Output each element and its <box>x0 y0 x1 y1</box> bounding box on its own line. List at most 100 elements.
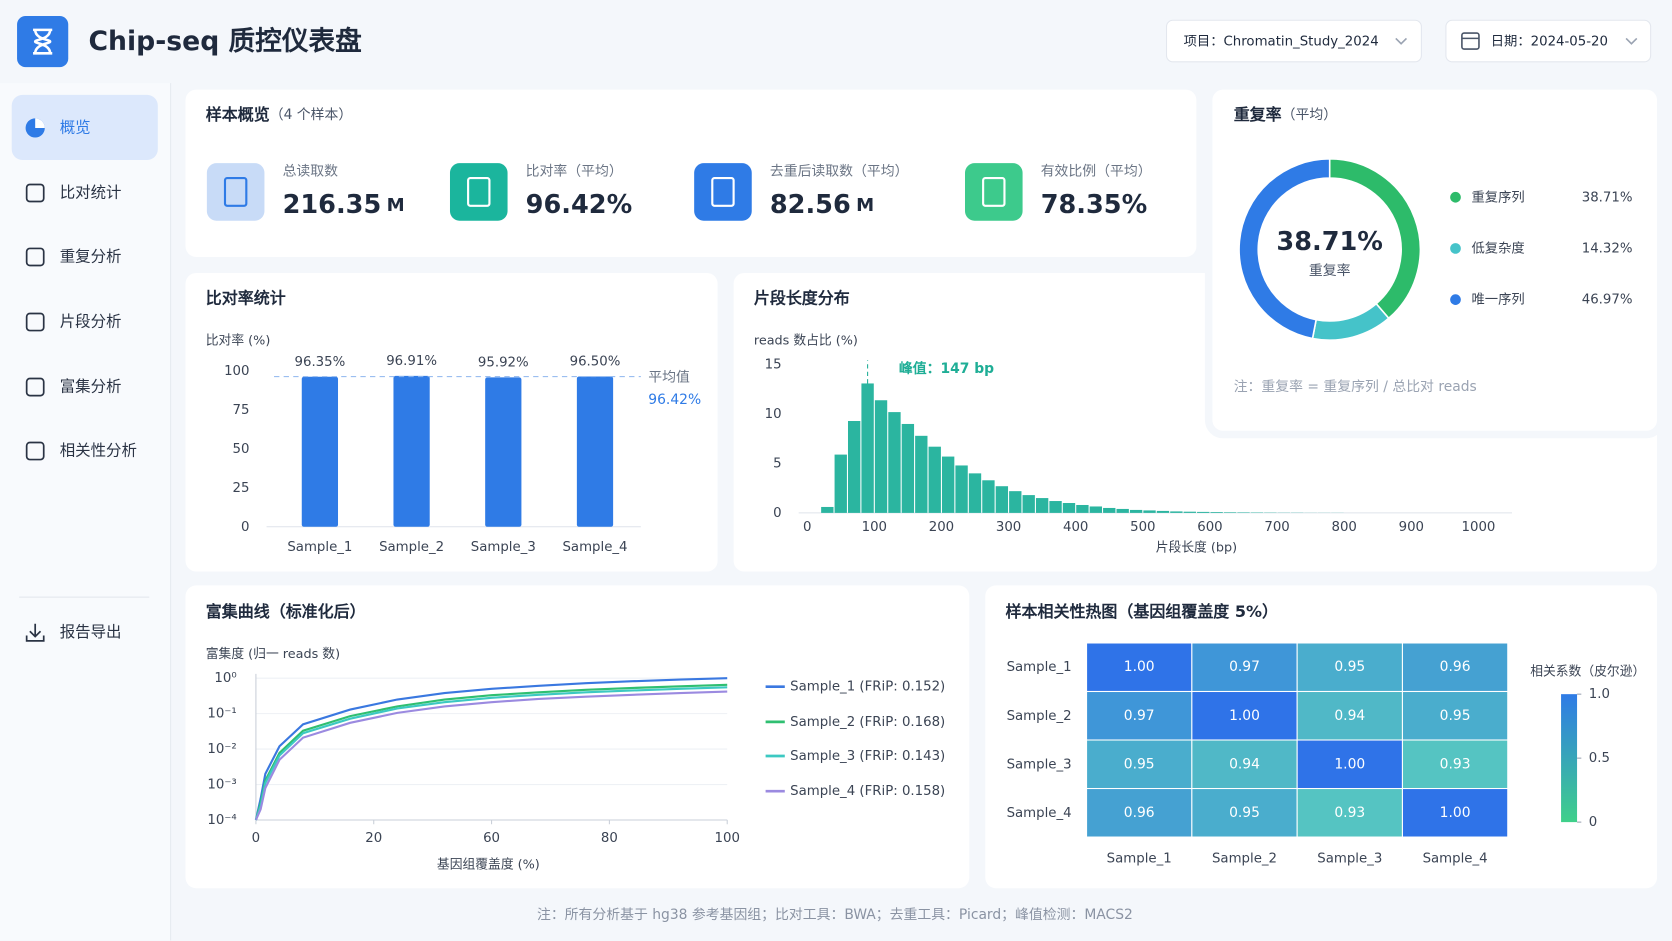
value-label: 96.50% <box>570 355 621 370</box>
value-label: 96.35% <box>295 355 346 370</box>
legend-label: Sample_1 (FRiP: 0.152) <box>790 680 945 695</box>
kpi-number: 78.35% <box>1041 190 1148 220</box>
nav-item[interactable]: 概览 <box>25 118 91 138</box>
histogram-bar <box>1035 498 1049 513</box>
y-tick-label: 100 <box>224 364 249 379</box>
logo <box>17 15 69 68</box>
legend-swatch <box>1450 243 1461 254</box>
histogram-bar <box>1197 511 1210 513</box>
footer-note: 注：所有分析基于 hg38 参考基因组；比对工具：BWA；去重工具：Picard… <box>537 906 1133 923</box>
legend-swatch <box>1450 294 1461 305</box>
column-label: Sample_4 <box>1423 851 1488 866</box>
nav-icon <box>25 377 45 397</box>
colorbar-tick-label: 1.0 <box>1589 687 1610 702</box>
x-tick-label: 800 <box>1331 520 1356 535</box>
cell-label: 1.00 <box>1124 659 1155 675</box>
x-tick-label: 500 <box>1130 520 1155 535</box>
heatmap-cell <box>1086 642 1193 693</box>
x-tick-label: Sample_2 <box>379 540 444 555</box>
reference-value: 96.42% <box>648 392 701 408</box>
card-title: 样本概览（4 个样本） <box>206 105 352 124</box>
x-axis-label: 片段长度 (bp) <box>1156 540 1237 556</box>
kpi-number: 82.56 <box>770 190 851 220</box>
x-tick-label: 60 <box>483 831 500 846</box>
cell-label: 0.95 <box>1124 756 1155 772</box>
legend-swatch <box>1450 191 1461 203</box>
heatmap-cell <box>1191 642 1298 693</box>
y-tick-label: 10⁻² <box>207 742 236 757</box>
kpi-unit: M <box>387 195 405 216</box>
nav-item[interactable]: 富集分析 <box>25 377 122 397</box>
card-title-main: 样本相关性热图（基因组覆盖度 5%） <box>1006 602 1278 621</box>
legend-value: 46.97% <box>1582 293 1633 308</box>
x-tick-label: 100 <box>715 831 740 846</box>
row-label: Sample_3 <box>1007 757 1072 772</box>
x-tick-label: 80 <box>601 831 618 846</box>
app-title: Chip-seq 质控仪表盘 <box>89 26 362 57</box>
card-subtitle: （平均） <box>1282 107 1337 123</box>
kpi-icon-glyph <box>982 177 1006 207</box>
kpi-number: 96.42% <box>526 190 633 220</box>
value-label: 96.91% <box>386 354 437 369</box>
nav-item[interactable]: 重复分析 <box>25 247 122 267</box>
heatmap-cell <box>1191 690 1298 741</box>
y-tick-label: 10⁻¹ <box>207 707 236 722</box>
donut-center-label: 重复率 <box>1309 262 1351 279</box>
x-tick-label: 700 <box>1264 520 1289 535</box>
histogram-bar <box>888 412 901 513</box>
x-tick-label: 400 <box>1063 520 1088 535</box>
nav-label: 比对统计 <box>60 184 122 202</box>
histogram-bar <box>1049 501 1062 513</box>
card <box>185 89 1197 257</box>
histogram-bar <box>901 423 915 513</box>
kpi-value: 216.35 M <box>283 190 405 220</box>
kpi-label: 去重后读取数（平均） <box>770 164 909 180</box>
heatmap-cell <box>1401 642 1509 693</box>
nav-icon <box>25 312 45 332</box>
card-title-main: 样本概览 <box>206 105 270 124</box>
cell-label: 0.95 <box>1229 805 1260 821</box>
cell-label: 1.00 <box>1440 805 1471 821</box>
card-subtitle: （4 个样本） <box>270 107 353 123</box>
x-tick-label: Sample_1 <box>287 540 352 555</box>
cell-label: 0.95 <box>1334 659 1365 675</box>
heatmap-cell <box>1191 739 1298 790</box>
y-tick-label: 5 <box>773 456 781 471</box>
cell-label: 0.93 <box>1334 805 1365 821</box>
chevron <box>1395 37 1408 45</box>
kpi-unit: M <box>856 195 874 216</box>
column-label: Sample_1 <box>1107 851 1172 866</box>
series-line <box>254 686 728 821</box>
x-tick-label: 300 <box>996 520 1021 535</box>
legend-label: Sample_3 (FRiP: 0.143) <box>790 749 945 764</box>
y-tick-label: 75 <box>233 403 250 418</box>
donut-slice <box>1238 158 1331 340</box>
row-label: Sample_1 <box>1007 660 1072 675</box>
kpi-label: 总读取数 <box>283 164 339 180</box>
card-title: 样本相关性热图（基因组覆盖度 5%） <box>1006 602 1278 621</box>
colorbar-tick-label: 0 <box>1589 815 1597 830</box>
export-icon <box>25 623 45 642</box>
date-select[interactable] <box>1445 19 1652 63</box>
kpi-value: 82.56 M <box>770 190 874 220</box>
date-text: 日期：2024-05-20 <box>1491 34 1608 50</box>
y-tick-label: 0 <box>241 520 249 535</box>
histogram-bar <box>834 454 847 513</box>
nav-icon <box>25 183 45 203</box>
nav-item[interactable]: 相关性分析 <box>25 442 137 461</box>
nav-label: 片段分析 <box>60 313 122 331</box>
y-tick-label: 10⁻⁴ <box>207 813 236 828</box>
x-tick-label: 20 <box>365 831 382 846</box>
nav-item[interactable]: 片段分析 <box>25 312 122 332</box>
histogram-bar <box>915 435 928 513</box>
export-button[interactable]: 报告导出 <box>60 623 122 641</box>
nav-item[interactable]: 比对统计 <box>25 183 122 203</box>
project-select[interactable] <box>1165 19 1422 63</box>
card-title: 富集曲线（标准化后） <box>206 602 366 621</box>
legend-label: 低复杂度 <box>1471 240 1524 256</box>
nav-label: 富集分析 <box>60 378 122 396</box>
histogram-bar <box>1183 511 1196 513</box>
histogram-bar <box>847 420 861 513</box>
